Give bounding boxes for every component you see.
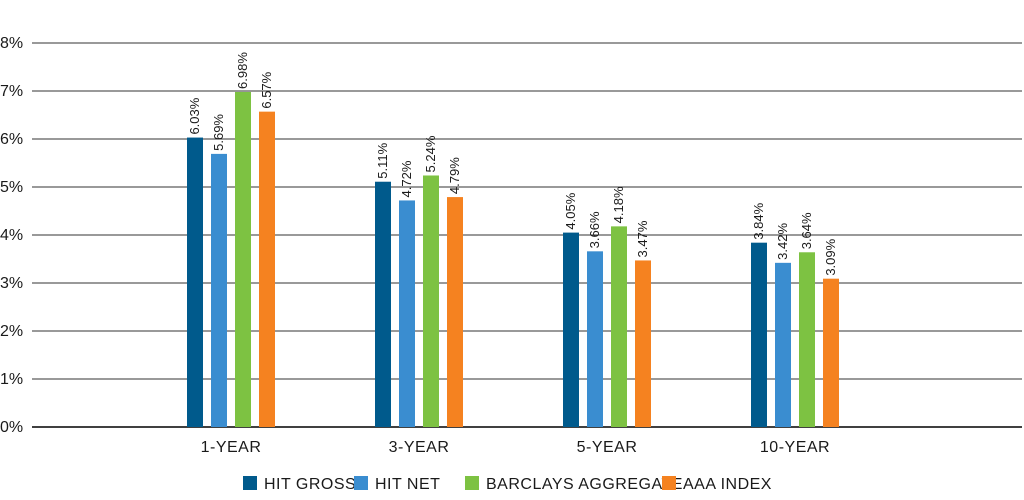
data-label: 3.66% — [587, 211, 602, 248]
bar-hit-net-3-year — [399, 200, 415, 427]
bar-hit-net-5-year — [587, 251, 603, 427]
bar-hit-gross-5-year — [563, 232, 579, 427]
bar-barclays-aggregate-10-year — [799, 252, 815, 427]
bar-aaa-index-1-year — [259, 111, 275, 427]
data-label: 6.98% — [235, 52, 250, 89]
data-label: 3.09% — [823, 238, 838, 275]
bar-barclays-aggregate-1-year — [235, 91, 251, 428]
gridlines — [32, 42, 1022, 428]
y-tick-label: 0% — [0, 419, 23, 436]
legend-swatch — [243, 476, 257, 490]
data-label: 6.03% — [187, 97, 202, 134]
bar-barclays-aggregate-5-year — [611, 226, 627, 427]
y-tick-label: 7% — [0, 83, 23, 100]
bar-hit-gross-1-year — [187, 137, 203, 427]
bar-hit-gross-3-year — [375, 181, 391, 427]
bar-hit-net-1-year — [211, 153, 227, 427]
bars — [187, 91, 839, 428]
legend-label: AAA INDEX — [683, 476, 772, 493]
y-tick-label: 3% — [0, 275, 23, 292]
data-label: 3.47% — [635, 220, 650, 257]
legend-swatch — [354, 476, 368, 490]
x-axis-category-labels: 1-YEAR 3-YEAR 5-YEAR 10-YEAR — [201, 439, 830, 456]
legend-label: HIT NET — [375, 476, 440, 493]
bar-hit-gross-10-year — [751, 242, 767, 427]
data-label: 4.05% — [563, 192, 578, 229]
bar-aaa-index-3-year — [447, 197, 463, 427]
data-label: 3.84% — [751, 202, 766, 239]
data-label: 5.24% — [423, 135, 438, 172]
y-tick-label: 5% — [0, 179, 23, 196]
data-labels: 6.03% 5.69% 6.98% 6.57% 5.11% 4.72% 5.24% 4.79%… — [187, 52, 838, 276]
bar-hit-net-10-year — [775, 262, 791, 427]
legend-label: HIT GROSS — [264, 476, 356, 493]
category-label: 5-YEAR — [577, 439, 638, 456]
legend-label: BARCLAYS AGGREGATE — [486, 476, 683, 493]
data-label: 6.57% — [259, 71, 274, 108]
legend: HIT GROSS HIT NET BARCLAYS AGGREGATE AAA IN… — [243, 476, 772, 493]
y-tick-label: 4% — [0, 227, 23, 244]
data-label: 3.64% — [799, 212, 814, 249]
legend-swatch — [465, 476, 479, 490]
data-label: 3.42% — [775, 223, 790, 260]
data-label: 4.72% — [399, 160, 414, 197]
category-label: 1-YEAR — [201, 439, 262, 456]
data-label: 5.69% — [211, 114, 226, 151]
y-tick-label: 2% — [0, 323, 23, 340]
data-label: 4.79% — [447, 157, 462, 194]
bar-aaa-index-5-year — [635, 260, 651, 427]
bar-barclays-aggregate-3-year — [423, 175, 439, 427]
data-label: 5.11% — [375, 142, 390, 178]
bar-aaa-index-10-year — [823, 278, 839, 427]
category-label: 3-YEAR — [389, 439, 450, 456]
category-label: 10-YEAR — [760, 439, 830, 456]
data-label: 4.18% — [611, 186, 626, 223]
y-tick-label: 6% — [0, 131, 23, 148]
y-tick-label: 8% — [0, 35, 23, 52]
legend-swatch — [662, 476, 676, 490]
y-axis-tick-labels: 0% 1% 2% 3% 4% 5% 6% 7% 8% — [0, 35, 23, 436]
y-tick-label: 1% — [0, 371, 23, 388]
